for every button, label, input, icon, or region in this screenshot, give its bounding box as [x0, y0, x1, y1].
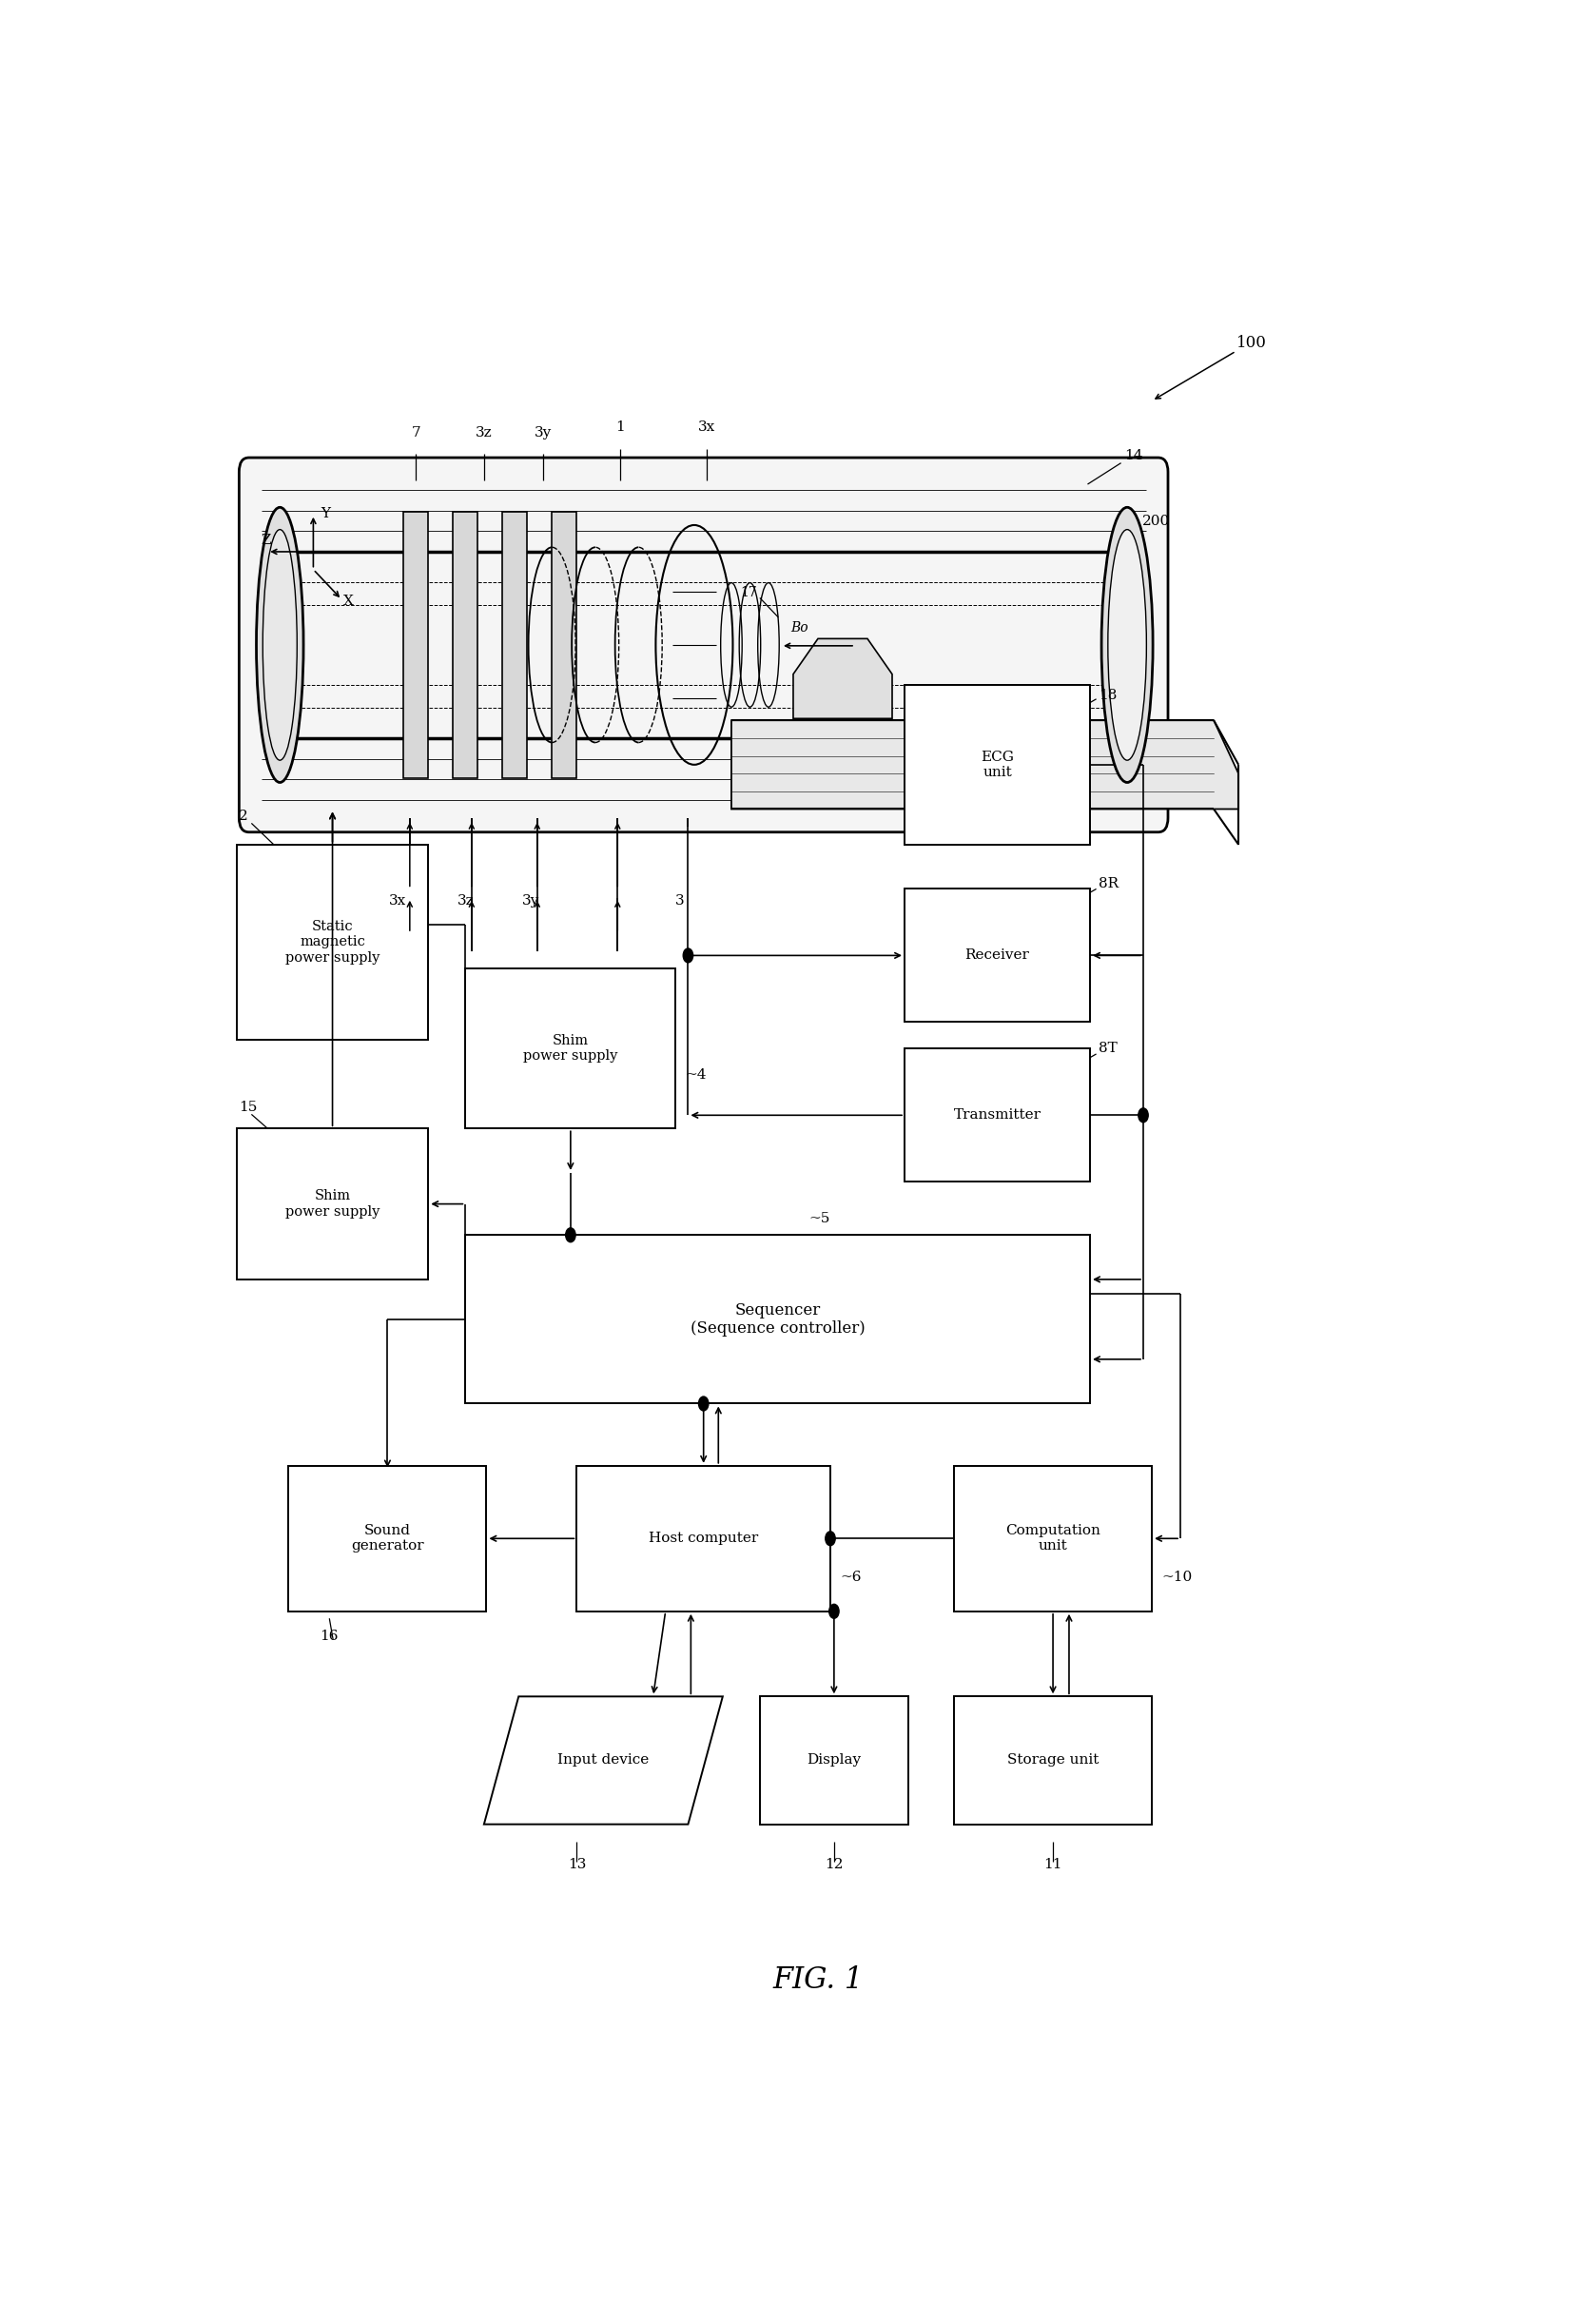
Bar: [289, 1466, 487, 1611]
Text: Y: Y: [321, 507, 330, 521]
Text: 3x: 3x: [697, 420, 715, 433]
Bar: [576, 1466, 830, 1611]
Bar: [905, 1049, 1090, 1182]
Bar: [404, 512, 428, 779]
Bar: [453, 512, 477, 779]
Text: 14: 14: [1125, 449, 1143, 463]
Bar: [466, 1235, 1090, 1404]
Bar: [954, 1696, 1152, 1823]
Text: ~5: ~5: [809, 1212, 830, 1226]
Text: Host computer: Host computer: [648, 1533, 758, 1544]
Polygon shape: [484, 1696, 723, 1823]
Text: X: X: [343, 595, 353, 609]
Circle shape: [825, 1531, 835, 1547]
FancyBboxPatch shape: [239, 459, 1168, 832]
Text: ~4: ~4: [686, 1070, 707, 1081]
Text: Receiver: Receiver: [966, 950, 1029, 961]
Text: 3z: 3z: [476, 426, 493, 440]
Text: 17: 17: [741, 585, 757, 599]
Text: 12: 12: [825, 1858, 843, 1872]
Circle shape: [699, 1397, 709, 1411]
Text: ~6: ~6: [839, 1570, 862, 1584]
Text: Bo: Bo: [790, 620, 809, 634]
Text: 3y: 3y: [535, 426, 552, 440]
Text: Shim
power supply: Shim power supply: [286, 1189, 380, 1219]
Bar: [236, 1129, 428, 1279]
Text: 18: 18: [1098, 689, 1117, 701]
Polygon shape: [793, 638, 892, 719]
Text: 3y: 3y: [522, 894, 539, 908]
Text: Display: Display: [808, 1754, 862, 1768]
Text: Sound
generator: Sound generator: [351, 1524, 425, 1554]
Text: 3: 3: [675, 894, 685, 908]
Text: Input device: Input device: [557, 1754, 650, 1768]
Text: 11: 11: [1044, 1858, 1063, 1872]
Text: 8R: 8R: [1098, 876, 1119, 890]
Ellipse shape: [263, 530, 297, 761]
Text: 15: 15: [239, 1099, 257, 1113]
Text: ~10: ~10: [1162, 1570, 1192, 1584]
Text: 2: 2: [239, 809, 249, 823]
Ellipse shape: [1101, 507, 1152, 781]
Text: Shim
power supply: Shim power supply: [523, 1035, 618, 1063]
Ellipse shape: [1108, 530, 1146, 761]
Text: 16: 16: [321, 1630, 338, 1643]
Polygon shape: [731, 719, 1238, 809]
Text: 3x: 3x: [389, 894, 405, 908]
Text: Transmitter: Transmitter: [953, 1109, 1041, 1123]
Text: Storage unit: Storage unit: [1007, 1754, 1098, 1768]
Text: Static
magnetic
power supply: Static magnetic power supply: [286, 920, 380, 963]
Bar: [236, 844, 428, 1040]
Bar: [905, 685, 1090, 844]
Ellipse shape: [257, 507, 303, 781]
Text: 100: 100: [1235, 334, 1266, 350]
Text: 7: 7: [412, 426, 420, 440]
Text: 1: 1: [616, 420, 624, 433]
Text: 3z: 3z: [456, 894, 474, 908]
Circle shape: [565, 1229, 576, 1242]
Bar: [503, 512, 527, 779]
Circle shape: [1138, 1109, 1148, 1123]
Bar: [905, 890, 1090, 1021]
Circle shape: [828, 1604, 839, 1618]
Text: FIG. 1: FIG. 1: [772, 1966, 863, 1996]
Bar: [552, 512, 576, 779]
Text: 200: 200: [1143, 514, 1170, 528]
Text: Computation
unit: Computation unit: [1005, 1524, 1101, 1554]
Circle shape: [683, 947, 693, 963]
Text: ECG
unit: ECG unit: [980, 751, 1013, 779]
Text: Z: Z: [262, 535, 271, 549]
Text: 8T: 8T: [1098, 1042, 1117, 1056]
Bar: [954, 1466, 1152, 1611]
Bar: [760, 1696, 908, 1823]
Bar: [466, 968, 675, 1129]
Text: 13: 13: [568, 1858, 586, 1872]
Text: Sequencer
(Sequence controller): Sequencer (Sequence controller): [691, 1302, 865, 1337]
